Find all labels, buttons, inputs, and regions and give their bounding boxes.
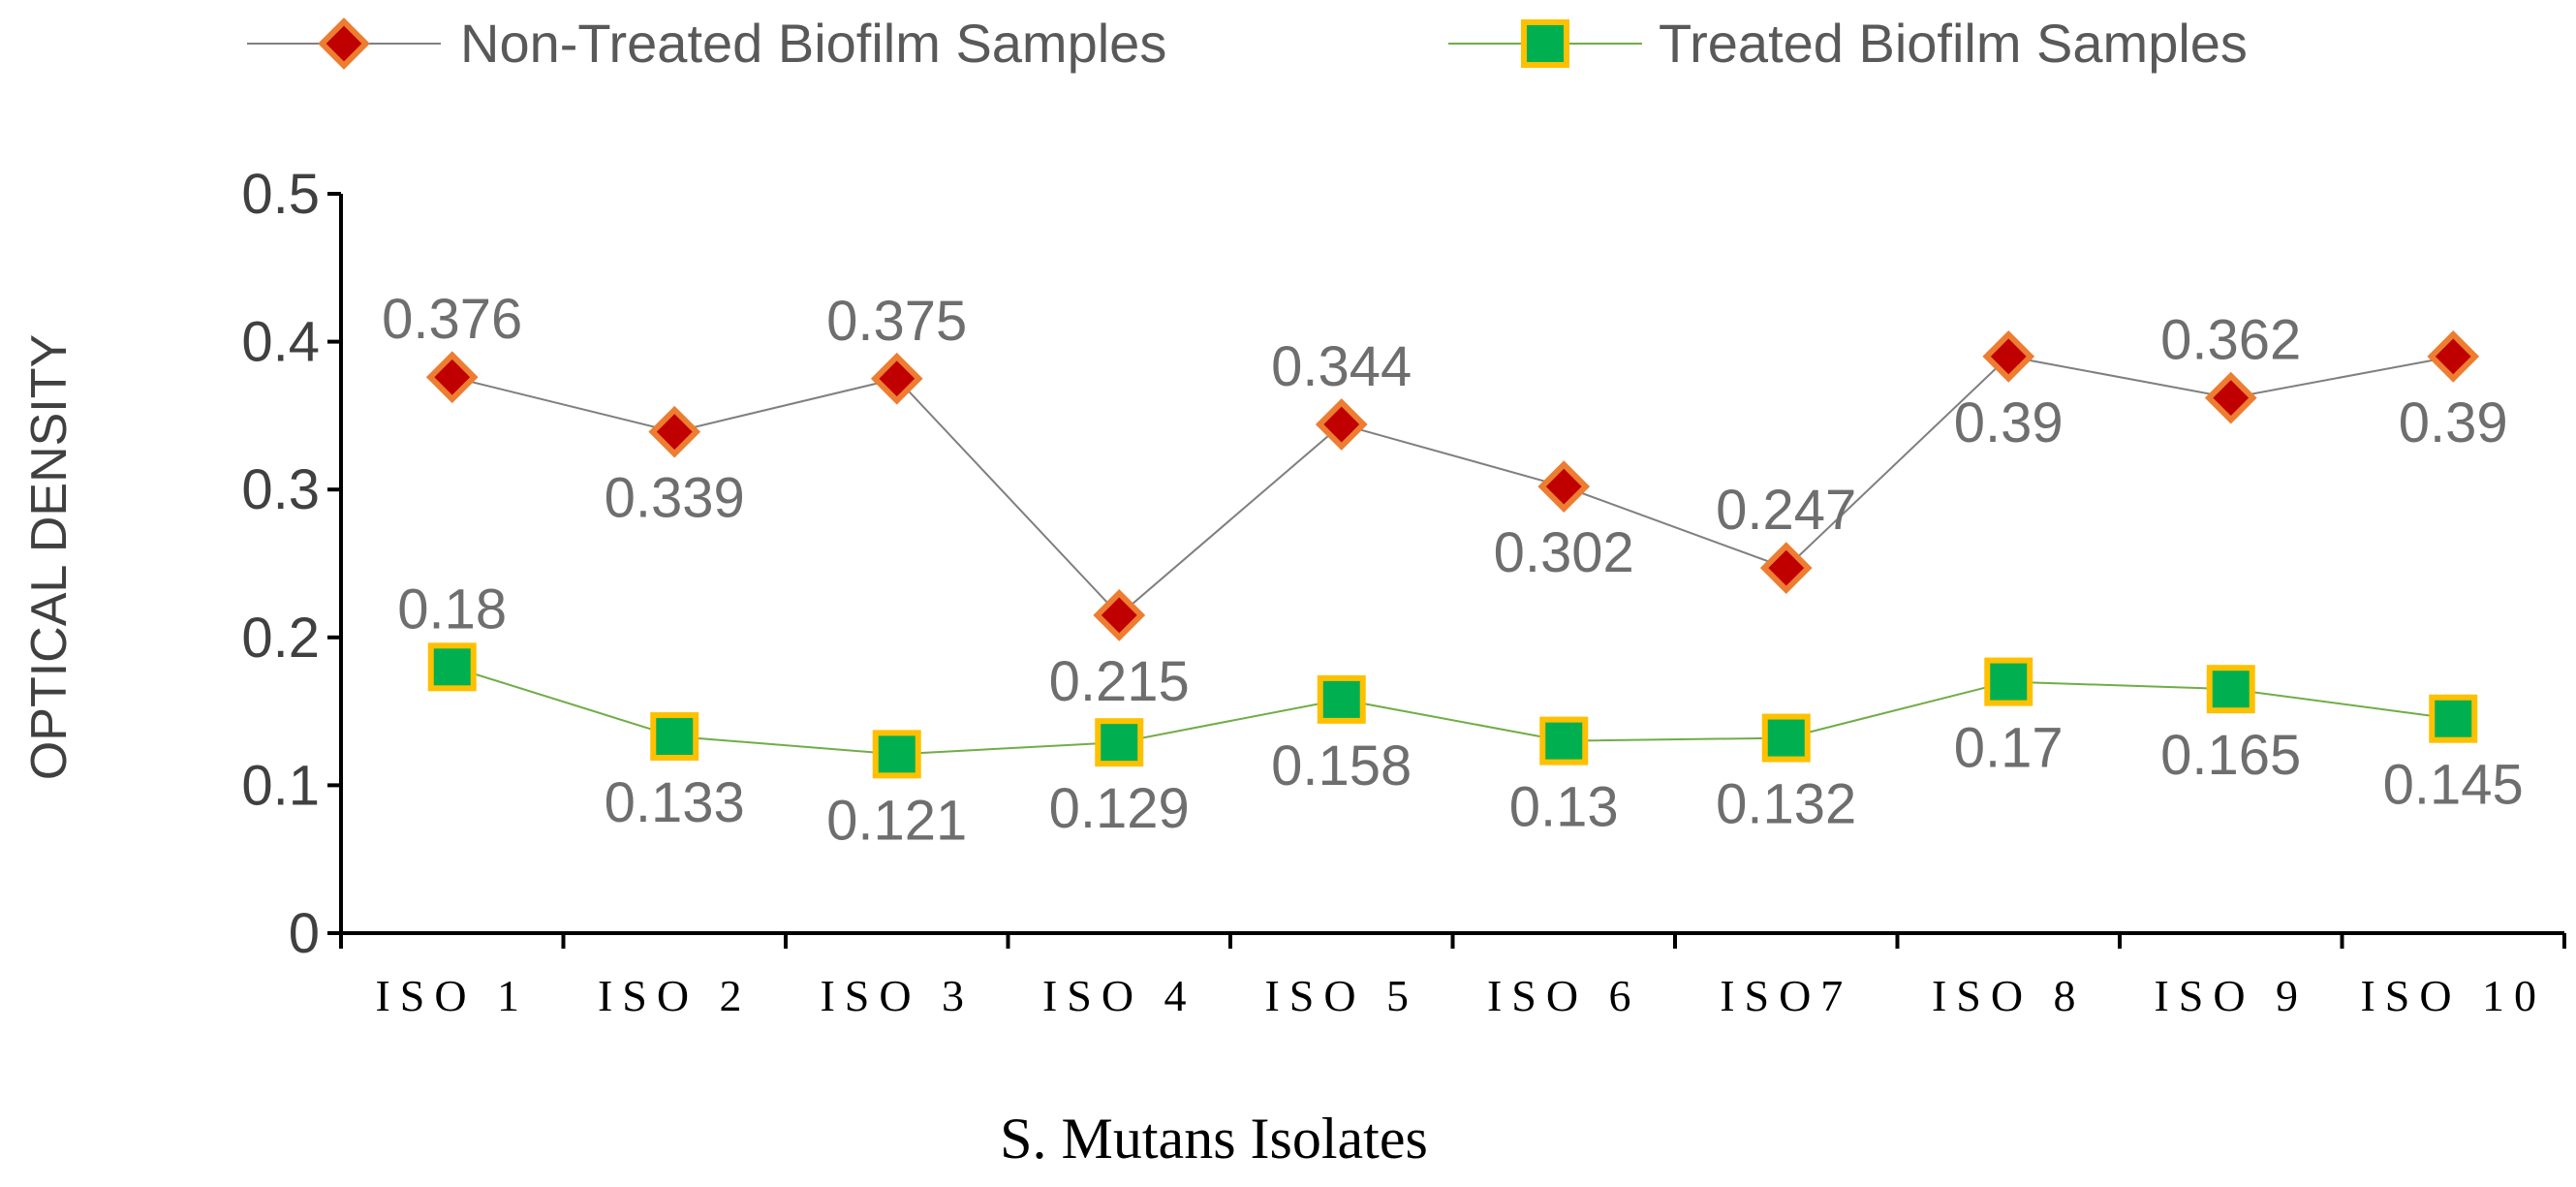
data-label: 0.129 (1049, 777, 1190, 840)
data-point-treated (1761, 713, 1811, 763)
data-label: 0.376 (382, 288, 522, 351)
x-axis-title: S. Mutans Isolates (1000, 1107, 1428, 1171)
y-tick-label: 0.4 (241, 311, 320, 374)
data-label: 0.39 (2399, 391, 2508, 454)
legend-label-non-treated: Non-Treated Biofilm Samples (460, 13, 1166, 74)
data-point-treated (427, 642, 477, 692)
data-label: 0.121 (826, 789, 967, 852)
data-label: 0.375 (826, 290, 967, 353)
x-tick-label: ISO7 (1720, 971, 1852, 1020)
data-point-non-treated (1315, 398, 1368, 451)
data-point-treated (872, 730, 921, 779)
x-ticks: ISO 1 ISO 2 ISO 3 ISO 4 ISO 5 ISO 6 ISO7 ISO 8 I… (339, 933, 2566, 1020)
legend-label-treated: Treated Biofilm Samples (1659, 13, 2248, 74)
data-label: 0.13 (1509, 776, 1619, 839)
y-ticks: 0 0.1 0.2 0.3 0.4 0.5 (241, 163, 341, 965)
series-line-1 (451, 666, 2454, 756)
data-label: 0.344 (1271, 335, 1412, 398)
data-label: 0.17 (1954, 717, 2064, 780)
data-label: 0.215 (1049, 650, 1190, 713)
data-point-treated (1539, 716, 1589, 765)
legend: Non-Treated Biofilm Samples Treated Biof… (247, 13, 2248, 74)
y-tick-label: 0.5 (241, 163, 320, 226)
x-tick-label: ISO 8 (1932, 971, 2086, 1020)
data-label: 0.133 (605, 771, 745, 834)
data-label: 0.18 (397, 578, 507, 640)
y-tick-label: 0 (289, 902, 320, 965)
data-label: 0.165 (2160, 724, 2301, 787)
y-axis-title: OPTICAL DENSITY (21, 334, 78, 780)
data-point-non-treated (1537, 460, 1591, 514)
x-tick-label: ISO 5 (1264, 971, 1418, 1020)
data-point-non-treated (1759, 542, 1813, 594)
x-tick-label: ISO 10 (2360, 971, 2546, 1020)
data-point-treated (1095, 718, 1144, 767)
x-tick-label: ISO 1 (375, 971, 529, 1020)
data-point-non-treated (2427, 329, 2480, 383)
data-label: 0.339 (605, 467, 745, 530)
data-label: 0.132 (1716, 773, 1856, 836)
y-tick-label: 0.1 (241, 754, 320, 817)
data-label: 0.158 (1271, 734, 1412, 797)
data-point-treated (650, 712, 699, 762)
y-tick-label: 0.3 (241, 458, 320, 521)
data-point-treated (2206, 665, 2255, 714)
data-point-treated (1317, 674, 1366, 724)
data-label: 0.247 (1716, 479, 1856, 542)
x-tick-label: ISO 9 (2154, 971, 2308, 1020)
x-tick-label: ISO 3 (820, 971, 974, 1020)
data-point-non-treated (870, 352, 923, 405)
data-label: 0.39 (1954, 391, 2064, 454)
data-point-non-treated (648, 405, 701, 458)
data-point-non-treated (1093, 589, 1146, 641)
data-label: 0.145 (2383, 754, 2524, 817)
legend-item-treated: Treated Biofilm Samples (1448, 13, 2248, 74)
legend-diamond-marker-icon (318, 17, 370, 70)
data-point-treated (2429, 694, 2478, 743)
x-tick-label: ISO 2 (598, 971, 752, 1020)
data-point-non-treated (2204, 371, 2257, 424)
data-point-non-treated (1982, 329, 2035, 383)
data-labels: 0.376 0.339 0.375 0.215 0.344 0.302 0.247 0.39 0… (382, 288, 2524, 852)
legend-item-non-treated: Non-Treated Biofilm Samples (247, 13, 1166, 74)
x-tick-label: ISO 4 (1042, 971, 1196, 1020)
data-label: 0.302 (1494, 521, 1634, 584)
data-label: 0.362 (2160, 309, 2301, 372)
y-tick-label: 0.2 (241, 607, 320, 670)
legend-square-marker-icon (1521, 19, 1569, 68)
series-layer (425, 329, 2480, 779)
data-point-non-treated (425, 351, 479, 404)
x-tick-label: ISO 6 (1487, 971, 1641, 1020)
series-line-0 (451, 355, 2454, 617)
data-point-treated (1984, 657, 2033, 706)
